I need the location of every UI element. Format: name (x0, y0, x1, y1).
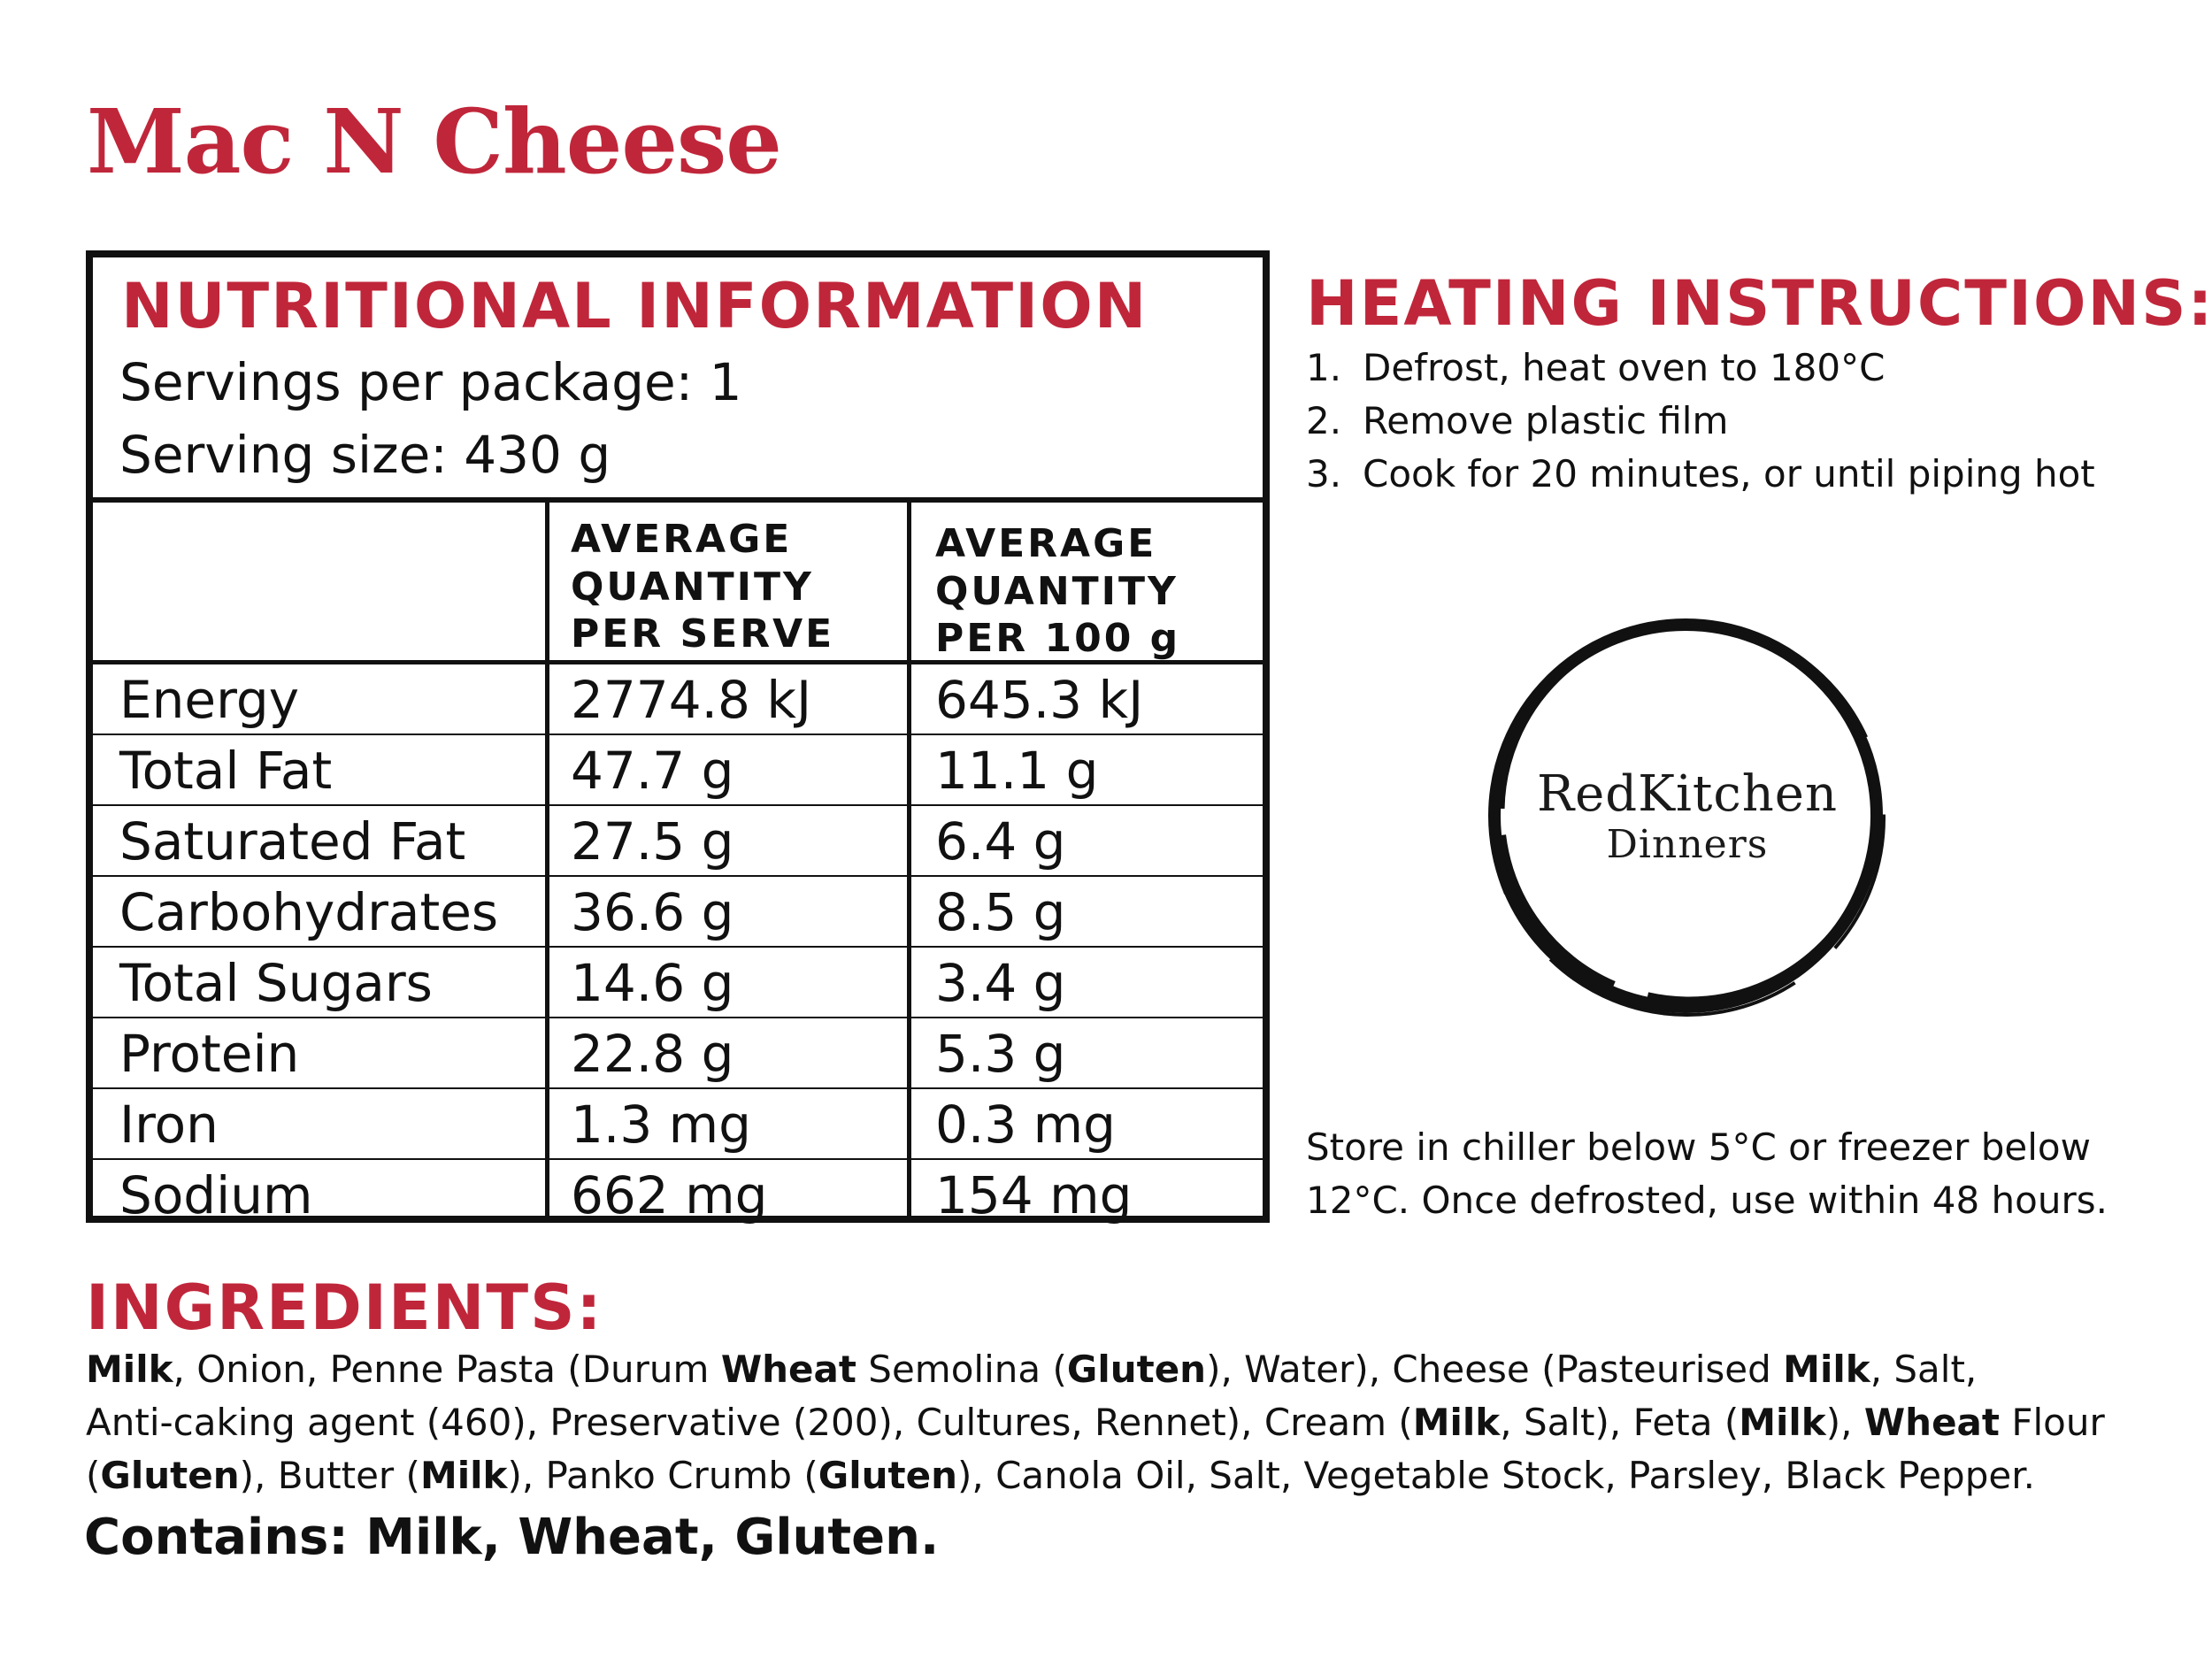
table-row: Total Sugars 14.6 g 3.4 g (93, 948, 1263, 1018)
allergen-term: Gluten (100, 1454, 240, 1497)
allergen-statement: Contains: Milk, Wheat, Gluten. (84, 1509, 940, 1566)
nutrition-header: NUTRITIONAL INFORMATION Servings per pac… (93, 257, 1263, 503)
heating-step: 1. Defrost, heat oven to 180°C (1306, 349, 1885, 387)
heating-step: 3. Cook for 20 minutes, or until piping h… (1306, 456, 2095, 493)
table-row: Energy 2774.8 kJ 645.3 kJ (93, 664, 1263, 735)
nutrient-name: Iron (119, 1094, 219, 1155)
value-per-100g: 0.3 mg (935, 1094, 1116, 1155)
value-per-serve: 47.7 g (571, 741, 734, 801)
nutrition-panel: NUTRITIONAL INFORMATION Servings per pac… (86, 250, 1270, 1225)
ingredients-heading: INGREDIENTS: (86, 1271, 603, 1344)
ingredient-text: Flour (1999, 1401, 2105, 1444)
row-rule (93, 1087, 1263, 1089)
allergen-term: Milk (419, 1454, 508, 1497)
step-number: 2. (1306, 399, 1342, 442)
allergen-term: Wheat (720, 1348, 856, 1391)
column-divider (907, 503, 911, 1216)
nutrient-name: Total Sugars (119, 953, 433, 1013)
value-per-100g: 3.4 g (935, 953, 1066, 1013)
ingredient-text: ), Water), Cheese (Pasteurised (1206, 1348, 1784, 1391)
value-per-serve: 2774.8 kJ (571, 670, 812, 730)
ingredients-line: Anti-caking agent (460), Preservative (2… (86, 1404, 2105, 1441)
column-header-per-100g: AVERAGE QUANTITY PER 100 g (935, 520, 1180, 663)
storage-line: Store in chiller below 5°C or freezer be… (1306, 1125, 2091, 1169)
column-header-line: QUANTITY (571, 564, 814, 610)
table-row: Carbohydrates 36.6 g 8.5 g (93, 877, 1263, 948)
nutrient-name: Protein (119, 1024, 300, 1084)
ingredients-line: Milk, Onion, Penne Pasta (Durum Wheat Se… (86, 1351, 1977, 1388)
ingredient-text: ), (1825, 1401, 1864, 1444)
allergen-term: Wheat (1863, 1401, 2000, 1444)
step-text: Remove plastic film (1363, 399, 1729, 442)
value-per-serve: 22.8 g (571, 1024, 734, 1084)
allergen-term: Milk (1739, 1401, 1826, 1444)
nutrient-name: Saturated Fat (119, 811, 466, 872)
product-title: Mac N Cheese (87, 89, 782, 194)
ingredient-text: ), Butter ( (239, 1454, 420, 1497)
table-row: Saturated Fat 27.5 g 6.4 g (93, 806, 1263, 877)
serving-size: Serving size: 430 g (119, 425, 611, 485)
value-per-serve: 27.5 g (571, 811, 734, 872)
column-header-line: PER SERVE (571, 611, 835, 657)
value-per-100g: 5.3 g (935, 1024, 1066, 1084)
value-per-serve: 14.6 g (571, 953, 734, 1013)
column-header-line: AVERAGE (935, 521, 1157, 566)
value-per-100g: 154 mg (935, 1165, 1133, 1225)
step-number: 3. (1306, 452, 1342, 495)
ingredient-text: , Salt), Feta ( (1500, 1401, 1740, 1444)
value-per-100g: 6.4 g (935, 811, 1066, 872)
column-header-line: PER 100 g (935, 616, 1181, 662)
value-per-serve: 1.3 mg (571, 1094, 751, 1155)
table-row: Protein 22.8 g 5.3 g (93, 1018, 1263, 1089)
brand-logo: RedKitchen Dinners (1479, 606, 1895, 1022)
column-header-line: AVERAGE (571, 517, 793, 562)
table-row: Sodium 662 mg 154 mg (93, 1160, 1263, 1225)
allergen-term: Gluten (1066, 1348, 1207, 1391)
heating-step: 2. Remove plastic film (1306, 403, 1728, 440)
step-text: Cook for 20 minutes, or until piping hot (1363, 452, 2095, 495)
servings-per-package: Servings per package: 1 (119, 352, 742, 412)
allergen-term: Milk (86, 1348, 173, 1391)
nutrient-name: Carbohydrates (119, 882, 499, 942)
value-per-100g: 645.3 kJ (935, 670, 1144, 730)
header-rule (93, 660, 1263, 664)
allergen-term: Gluten (818, 1454, 957, 1497)
row-rule (93, 946, 1263, 948)
storage-line: 12°C. Once defrosted, use within 48 hour… (1306, 1179, 2108, 1222)
nutrient-name: Energy (119, 670, 300, 730)
ingredient-text: , Onion, Penne Pasta (Durum (173, 1348, 721, 1391)
row-rule (93, 875, 1263, 877)
nutrition-heading: NUTRITIONAL INFORMATION (121, 270, 1148, 342)
ingredient-text: ), Panko Crumb ( (507, 1454, 818, 1497)
ink-circle-icon (1488, 618, 1886, 1017)
value-per-100g: 11.1 g (935, 741, 1099, 801)
row-rule (93, 1017, 1263, 1018)
step-text: Defrost, heat oven to 180°C (1363, 346, 1886, 389)
ingredient-text: , Salt, (1870, 1348, 1978, 1391)
ingredient-text: Anti-caking agent (460), Preservative (2… (86, 1401, 1413, 1444)
table-row: Total Fat 47.7 g 11.1 g (93, 735, 1263, 806)
ingredient-text: Semolina ( (856, 1348, 1067, 1391)
nutrient-name: Total Fat (119, 741, 333, 801)
nutrient-name: Sodium (119, 1165, 313, 1225)
row-rule (93, 733, 1263, 735)
step-number: 1. (1306, 346, 1342, 389)
brand-subtitle: Dinners (1606, 822, 1769, 867)
value-per-100g: 8.5 g (935, 882, 1066, 942)
row-rule (93, 1158, 1263, 1160)
ingredient-text: ( (86, 1454, 101, 1497)
table-row: Iron 1.3 mg 0.3 mg (93, 1089, 1263, 1160)
ingredients-line: (Gluten), Butter (Milk), Panko Crumb (Gl… (86, 1457, 2035, 1494)
allergen-term: Milk (1412, 1401, 1501, 1444)
value-per-serve: 662 mg (571, 1165, 768, 1225)
column-header-per-serve: AVERAGE QUANTITY PER SERVE (571, 516, 834, 658)
row-rule (93, 804, 1263, 806)
value-per-serve: 36.6 g (571, 882, 734, 942)
column-divider (545, 503, 549, 1216)
heating-heading: HEATING INSTRUCTIONS: (1306, 267, 2212, 340)
ingredient-text: ), Canola Oil, Salt, Vegetable Stock, Pa… (956, 1454, 2035, 1497)
brand-name: RedKitchen (1536, 765, 1839, 823)
column-header-line: QUANTITY (935, 568, 1179, 614)
allergen-term: Milk (1783, 1348, 1870, 1391)
